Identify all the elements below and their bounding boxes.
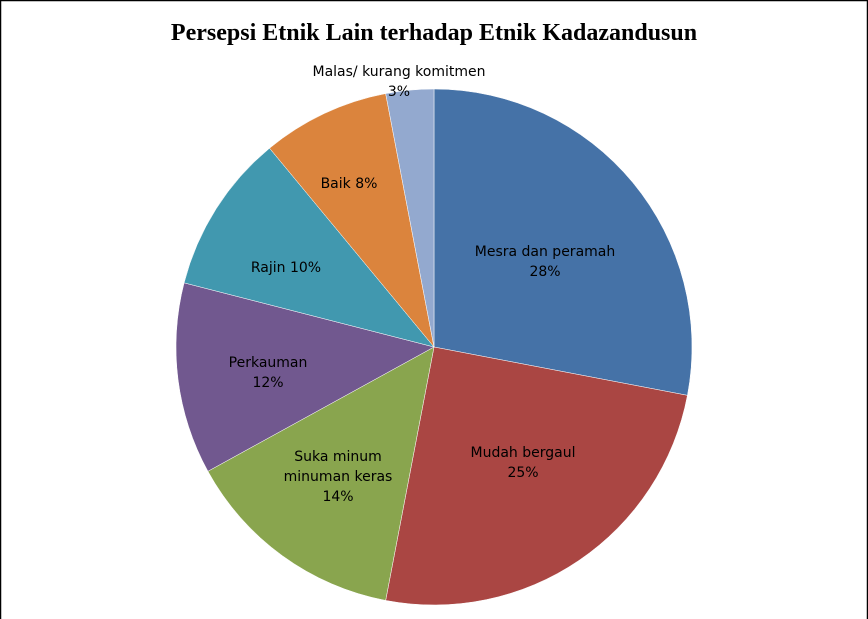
category-label: Suka minum minuman keras (283, 449, 393, 485)
pie-slice (183, 147, 435, 348)
slice-label: Malas/ kurang komitmen 3% (289, 62, 509, 102)
pie-slice (385, 346, 688, 606)
pie-slice (207, 346, 435, 601)
slice-label: Suka minum minuman keras 14% (283, 447, 393, 507)
slice-label: Perkauman 12% (213, 353, 323, 393)
value-label: 10% (289, 260, 322, 276)
category-label: Mudah bergaul (470, 445, 576, 461)
slice-label: Rajin 10% (226, 258, 346, 278)
category-label: Rajin (250, 260, 286, 276)
category-label: Baik (320, 176, 351, 192)
value-label: 28% (529, 264, 561, 280)
value-label: 25% (507, 465, 539, 481)
category-label: Mesra dan peramah (474, 244, 616, 260)
pie-slice (269, 93, 435, 348)
pie-slice (433, 88, 693, 396)
chart-title: Persepsi Etnik Lain terhadap Etnik Kadaz… (170, 20, 698, 46)
value-label: 12% (252, 375, 284, 391)
value-label: 8% (355, 176, 378, 192)
value-label: 14% (322, 489, 354, 505)
pie-slice (175, 282, 435, 472)
value-label: 3% (387, 84, 411, 100)
category-label: Malas/ kurang komitmen (312, 64, 486, 80)
category-label: Perkauman (228, 355, 308, 371)
slice-label: Mesra dan peramah 28% (460, 242, 630, 282)
slice-label: Baik 8% (289, 174, 409, 194)
pie-slice (385, 88, 435, 348)
slice-label: Mudah bergaul 25% (448, 443, 598, 483)
